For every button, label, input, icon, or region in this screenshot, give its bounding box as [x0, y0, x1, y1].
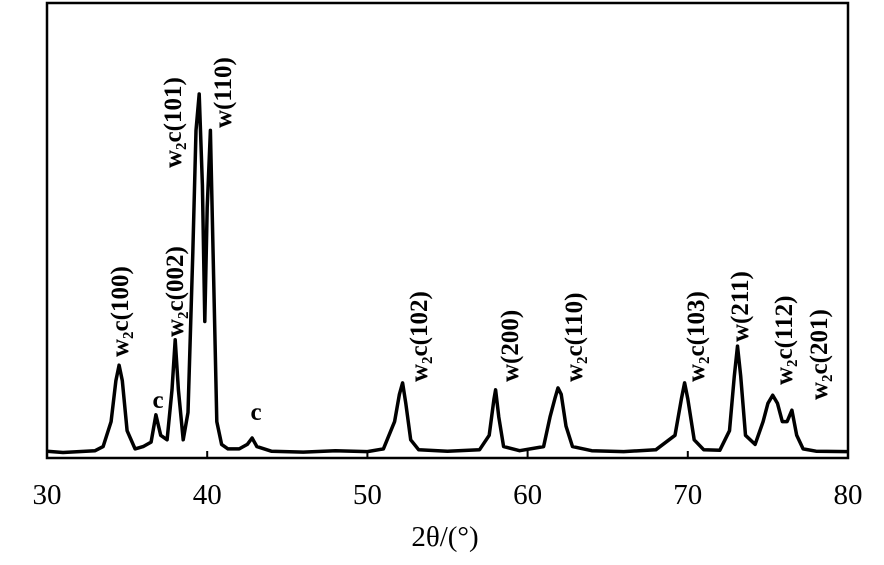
- x-axis-label: 2θ/(°): [411, 521, 478, 553]
- peak-label: w₂c(102): [406, 291, 433, 382]
- peak-label: w₂c(002): [162, 246, 189, 337]
- x-tick-label: 40: [193, 479, 222, 511]
- peak-label: w(200): [497, 310, 524, 382]
- peak-label: w₂c(100): [107, 266, 134, 357]
- peak-label: w(211): [727, 271, 754, 342]
- x-tick-label: 30: [33, 479, 62, 511]
- peak-label: w₂c(103): [683, 291, 710, 382]
- xrd-curve: [46, 92, 849, 455]
- x-tick-label: 80: [834, 479, 863, 511]
- peak-label: w₂c(110): [561, 293, 588, 382]
- peak-label: w(110): [210, 57, 237, 128]
- x-tick-label: 70: [673, 479, 702, 511]
- x-tick-label: 50: [353, 479, 382, 511]
- peak-label: w₂c(112): [771, 296, 798, 385]
- peak-label: w₂c(101): [160, 77, 187, 168]
- peak-label: c: [250, 399, 261, 426]
- plot-frame: [45, 1, 850, 460]
- x-tick-label: 60: [513, 479, 542, 511]
- peak-label: c: [152, 387, 163, 414]
- peak-label: w₂c(201): [806, 309, 833, 400]
